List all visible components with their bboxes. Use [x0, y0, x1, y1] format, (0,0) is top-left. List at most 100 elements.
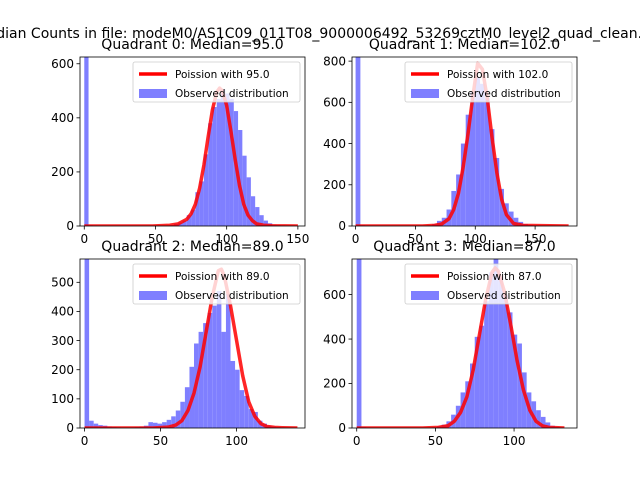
y-tick-label: 600: [323, 288, 346, 302]
histogram-bar: [253, 411, 258, 428]
x-tick-label: 50: [153, 434, 168, 448]
histogram-bar: [203, 323, 208, 428]
histogram-bar: [355, 57, 361, 226]
panel-title: Quadrant 0: Median=95.0: [101, 37, 283, 53]
panel-title: Quadrant 1: Median=102.0: [369, 37, 560, 53]
x-tick-label: 100: [464, 232, 487, 246]
x-tick-label: 50: [428, 434, 443, 448]
histogram-bar: [166, 419, 172, 428]
histogram-bar: [244, 395, 249, 428]
legend-poisson-label: Poission with 89.0: [175, 271, 270, 283]
histogram-bar: [148, 422, 153, 428]
histogram-bar: [89, 420, 94, 428]
histogram-bar: [512, 334, 518, 428]
x-tick-label: 150: [524, 232, 547, 246]
histogram-bar: [248, 409, 254, 428]
histogram-bar: [465, 381, 471, 428]
histogram-bar: [157, 423, 163, 428]
histogram-bar: [212, 107, 217, 226]
histogram-bar: [465, 114, 471, 226]
histogram-bar: [246, 177, 251, 226]
histogram-bar: [225, 93, 230, 226]
x-tick-label: 0: [81, 434, 89, 448]
histogram-bar: [84, 57, 89, 226]
panel-title: Quadrant 2: Median=89.0: [101, 239, 283, 255]
x-tick-label: 100: [215, 232, 238, 246]
y-tick-label: 0: [338, 421, 346, 435]
histogram-bar: [212, 305, 217, 428]
axes-frame: [79, 56, 306, 227]
axes-frame: [351, 56, 578, 227]
histogram-bar: [229, 98, 234, 226]
histogram-bar: [195, 192, 200, 226]
axes-frame: [351, 258, 578, 429]
histogram-bar: [470, 363, 475, 428]
x-tick-label: 150: [286, 232, 309, 246]
histogram-bar: [479, 325, 485, 428]
histogram-bar: [536, 410, 541, 428]
histogram-bar: [203, 154, 209, 226]
legend-histogram-label: Observed distribution: [447, 290, 561, 302]
panel-1: 0 50 100 150 0 200 400 600 800 Quadrant 1: Median…: [323, 37, 578, 246]
legend-poisson-label: Poission with 87.0: [447, 271, 542, 283]
x-tick-label: 50: [148, 232, 163, 246]
histogram-bar: [498, 276, 504, 428]
legend-box: [404, 61, 573, 103]
histogram-bar: [488, 272, 494, 428]
histogram-bar: [475, 77, 481, 226]
histogram-bar: [175, 410, 181, 428]
y-tick-label: 400: [323, 137, 346, 151]
histogram-bar: [93, 423, 99, 428]
y-tick-label: 0: [338, 219, 346, 233]
histogram-bar: [220, 89, 226, 226]
y-tick-label: 200: [323, 178, 346, 192]
histogram-bar: [460, 143, 466, 226]
y-tick-label: 600: [323, 96, 346, 110]
y-tick-label: 100: [51, 392, 74, 406]
panel-3: 0 50 100 0 200 400 600 Quadrant 3: Median=87.0 P…: [323, 239, 578, 448]
histogram-bar: [255, 207, 260, 226]
x-tick-label: 0: [353, 434, 361, 448]
histogram-bar: [235, 369, 240, 428]
histogram-bar: [456, 174, 461, 226]
x-tick-label: 0: [352, 232, 360, 246]
legend-histogram-swatch: [411, 291, 439, 300]
x-tick-label: 100: [225, 434, 248, 448]
histogram-bar: [208, 123, 213, 226]
histogram-bar: [517, 343, 522, 428]
x-tick-label: 0: [80, 232, 88, 246]
histogram-bar: [162, 422, 167, 428]
histogram-bar: [242, 155, 247, 226]
histogram-bar: [545, 422, 551, 428]
histogram-bar: [250, 196, 256, 226]
histogram-bar: [207, 312, 213, 428]
histogram-bar: [480, 83, 485, 226]
histogram-bar: [216, 98, 221, 226]
legend-poisson-label: Poission with 102.0: [447, 69, 548, 81]
histogram-bar: [259, 215, 264, 226]
histogram-bar: [182, 220, 187, 226]
x-tick-label: 50: [408, 232, 423, 246]
panel-title: Quadrant 3: Median=87.0: [373, 239, 555, 255]
histogram-bar: [216, 291, 222, 428]
y-tick-label: 0: [66, 219, 74, 233]
histogram-bar: [199, 181, 204, 226]
y-tick-label: 200: [323, 377, 346, 391]
histogram-bar: [225, 293, 231, 428]
histogram-bar: [540, 416, 546, 428]
histogram-bar: [198, 331, 204, 428]
histogram-bar: [191, 209, 196, 226]
histogram-bar: [503, 294, 508, 428]
histogram-bar: [499, 188, 504, 226]
histogram-bar: [513, 217, 519, 226]
histogram-bar: [221, 331, 226, 428]
histogram-bar: [484, 98, 490, 226]
legend-box: [132, 61, 301, 103]
histogram-bar: [152, 422, 158, 428]
legend-histogram-label: Observed distribution: [175, 88, 289, 100]
histogram-bar: [494, 157, 500, 226]
y-tick-label: 400: [323, 332, 346, 346]
legend-histogram-swatch: [139, 89, 167, 98]
histogram-bar: [507, 312, 513, 428]
